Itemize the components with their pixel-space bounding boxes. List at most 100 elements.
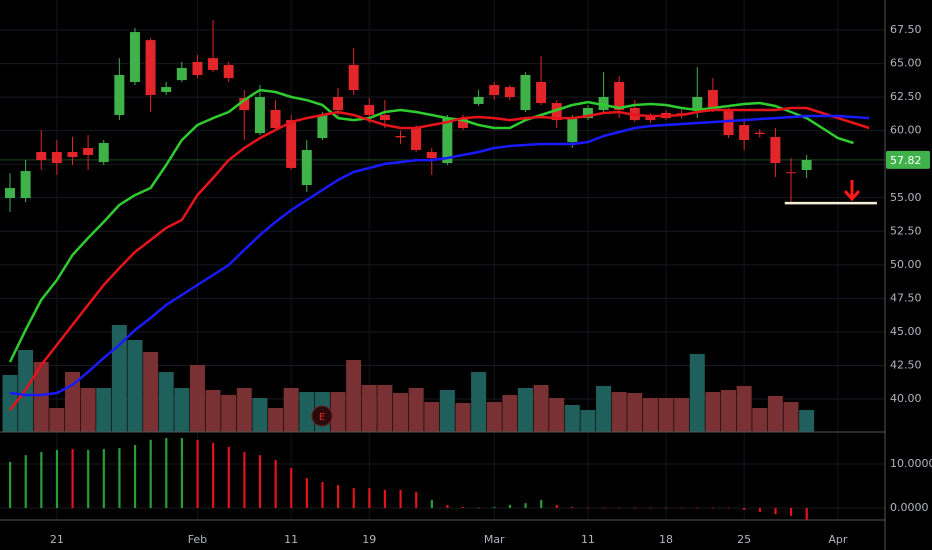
histogram-bar xyxy=(274,460,277,508)
x-tick-label: Apr xyxy=(828,533,848,546)
candle-body xyxy=(83,147,94,155)
volume-bar xyxy=(502,395,518,432)
histogram-bar xyxy=(540,500,543,508)
y-tick-label: 10.0000 xyxy=(890,457,932,470)
histogram-bar xyxy=(446,504,449,508)
histogram-bar xyxy=(258,455,262,508)
histogram-bar xyxy=(118,448,121,508)
volume-bar xyxy=(658,398,674,432)
histogram-bar xyxy=(493,507,496,508)
y-tick-label: 47.50 xyxy=(890,291,922,304)
histogram-bar xyxy=(40,452,43,508)
volume-bar xyxy=(268,408,284,432)
histogram-bar xyxy=(571,507,574,508)
candle-body xyxy=(582,108,593,119)
price-layer xyxy=(0,19,885,411)
last-price-label: 57.82 xyxy=(890,154,922,167)
histogram-bar xyxy=(71,449,74,508)
volume-bar xyxy=(299,392,315,432)
histogram-bar xyxy=(87,449,90,508)
histogram-bar xyxy=(212,442,215,508)
volume-bar xyxy=(158,372,174,432)
earnings-label[interactable]: E xyxy=(319,412,325,423)
candle-body xyxy=(801,159,812,170)
x-tick-label: Mar xyxy=(484,533,505,546)
volume-bar xyxy=(767,396,783,432)
histogram-bar xyxy=(337,485,340,508)
candle-body xyxy=(395,136,406,138)
candle-body xyxy=(348,64,359,91)
volume-bar xyxy=(564,405,580,432)
candle-body xyxy=(98,143,109,163)
candle-body xyxy=(786,172,796,174)
histogram-bar xyxy=(680,507,683,509)
candle-body xyxy=(333,96,344,111)
histogram-bar xyxy=(805,507,808,520)
volume-bar xyxy=(439,390,455,432)
volume-bar xyxy=(143,352,159,432)
y-tick-label: 42.50 xyxy=(890,358,922,371)
y-tick-label: 52.50 xyxy=(890,224,922,237)
candle-body xyxy=(739,125,750,141)
candle-body xyxy=(270,110,281,128)
histogram-bar xyxy=(399,489,402,508)
histogram-bar xyxy=(415,492,418,508)
volume-layer xyxy=(2,325,815,432)
candle-body xyxy=(473,96,484,104)
volume-bar xyxy=(580,410,596,432)
histogram-bar xyxy=(321,482,324,508)
histogram-bar xyxy=(290,467,293,508)
histogram-bar xyxy=(102,449,105,508)
volume-bar xyxy=(189,365,205,432)
x-tick-label: Feb xyxy=(188,533,207,546)
moving-average xyxy=(9,106,870,411)
histogram-bar xyxy=(368,488,371,508)
volume-bar xyxy=(533,385,549,432)
candle-body xyxy=(254,96,265,134)
volume-bar xyxy=(377,385,393,432)
candle-body xyxy=(161,87,172,93)
volume-bar xyxy=(393,393,408,432)
histogram-bar xyxy=(649,507,652,509)
volume-bar xyxy=(252,398,268,432)
y-tick-label: 45.00 xyxy=(890,325,922,338)
volume-bar xyxy=(705,392,721,432)
candle-body xyxy=(145,40,156,95)
volume-bar xyxy=(689,354,705,432)
histogram-bar xyxy=(743,507,746,510)
candle-body xyxy=(364,105,375,115)
moving-average xyxy=(8,88,854,363)
volume-bar xyxy=(799,410,815,432)
candle-body xyxy=(192,61,203,75)
x-tick-label: 19 xyxy=(362,533,376,546)
candle-body xyxy=(723,110,734,136)
down-arrow xyxy=(843,180,861,202)
histogram-bar xyxy=(727,507,730,509)
x-tick-label: 18 xyxy=(659,533,673,546)
volume-bar xyxy=(611,392,627,432)
volume-bar xyxy=(783,402,799,432)
volume-bar xyxy=(361,385,377,432)
histogram-bar xyxy=(508,504,512,508)
histogram-bar xyxy=(133,445,137,508)
volume-bar xyxy=(549,398,565,432)
volume-bar xyxy=(205,390,221,432)
candle-body xyxy=(567,118,578,143)
candle-body xyxy=(520,74,531,111)
candle-body xyxy=(426,152,437,159)
candle-body xyxy=(754,132,765,135)
candle-body xyxy=(442,118,453,164)
candle-body xyxy=(301,149,312,186)
candle-body xyxy=(239,98,250,111)
volume-bar xyxy=(111,325,127,432)
volume-bar xyxy=(80,388,96,432)
volume-bar xyxy=(736,386,752,432)
candle-body xyxy=(536,81,547,104)
candle-body xyxy=(770,136,781,164)
candle-body xyxy=(223,64,234,79)
moving-average xyxy=(9,114,870,397)
histogram-bar xyxy=(790,507,793,516)
histogram-bar xyxy=(665,507,668,509)
earnings-marker[interactable] xyxy=(311,405,333,427)
